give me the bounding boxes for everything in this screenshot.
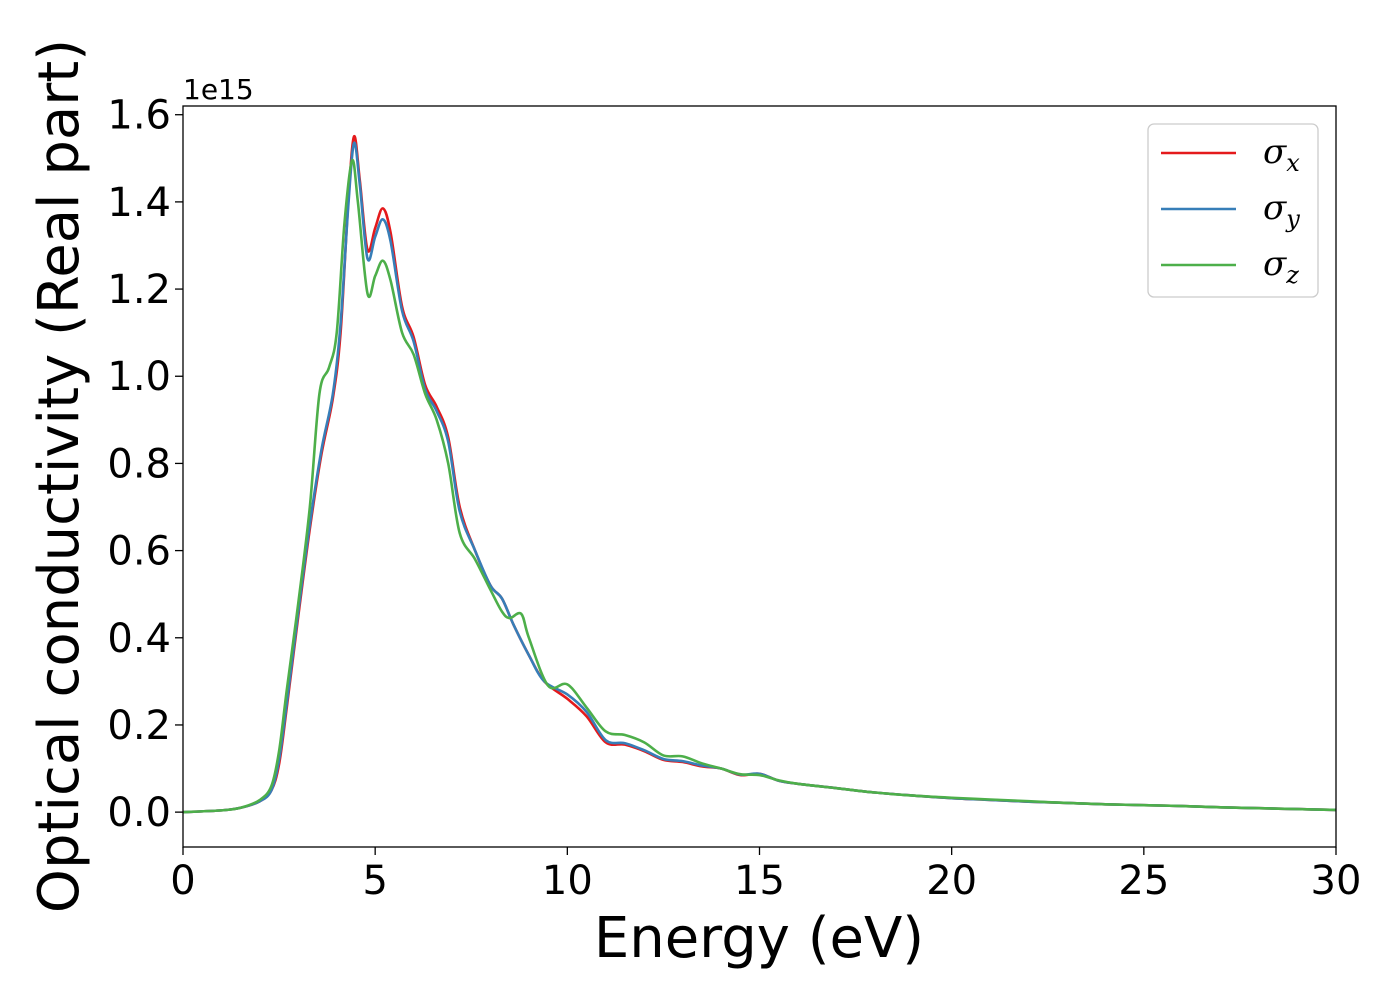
x-tick-label: 0 — [170, 858, 195, 904]
legend-box — [1147, 123, 1319, 298]
x-tick-label: 25 — [1118, 858, 1169, 904]
y-axis-ticks: 0.0 0.2 0.4 0.6 0.8 1.0 1.2 1.4 1.6 — [107, 93, 183, 836]
x-tick-label: 10 — [542, 858, 593, 904]
legend: σx σy σz — [1147, 123, 1319, 298]
y-tick-label: 0.6 — [107, 529, 171, 575]
y-axis-title: Optical conductivity (Real part) — [27, 39, 92, 913]
x-axis-title: Energy (eV) — [594, 906, 924, 971]
x-axis-ticks: 0 5 10 15 20 25 30 — [170, 847, 1361, 904]
x-tick-label: 20 — [926, 858, 977, 904]
legend-label-z: σz — [1263, 244, 1299, 289]
y-tick-label: 0.4 — [107, 616, 171, 662]
y-tick-label: 0.2 — [107, 703, 171, 749]
y-tick-label: 1.4 — [107, 180, 171, 226]
y-tick-label: 1.6 — [107, 93, 171, 139]
y-tick-label: 0.8 — [107, 441, 171, 487]
y-offset-label: 1e15 — [183, 73, 254, 106]
x-tick-label: 5 — [362, 858, 387, 904]
x-tick-label: 30 — [1311, 858, 1362, 904]
legend-label-x: σx — [1263, 132, 1300, 177]
y-tick-label: 1.2 — [107, 267, 171, 313]
x-tick-label: 15 — [734, 858, 785, 904]
y-tick-label: 1.0 — [107, 354, 171, 400]
legend-label-y: σy — [1263, 188, 1300, 233]
series-layer — [182, 135, 1337, 814]
y-tick-label: 0.0 — [107, 790, 171, 836]
series-line-z — [182, 159, 1337, 814]
